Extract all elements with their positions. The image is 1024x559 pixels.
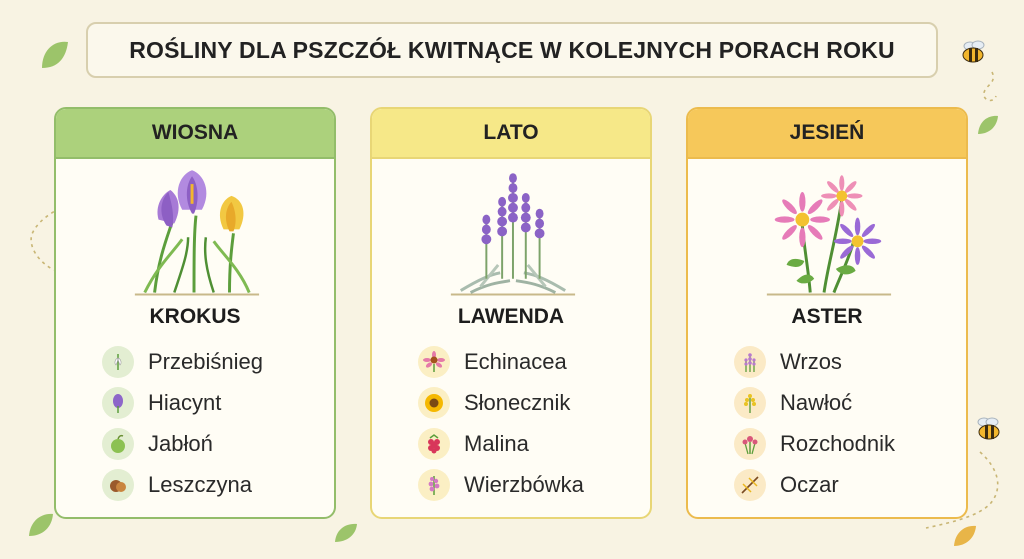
featured-plant: LAWENDA (457, 305, 565, 328)
featured-plant: KROKUS (149, 305, 241, 328)
plant-list: Echinacea Słonecznik Malina Wierzbówka (418, 341, 584, 505)
leaf-icon (978, 115, 998, 134)
leaf-icon (335, 523, 357, 542)
list-item: Słonecznik (418, 382, 584, 423)
lavender-illustration (450, 173, 576, 296)
heather-icon (734, 345, 766, 378)
plant-list: Przebiśnieg Hiacynt Jabłoń Leszczyna (102, 341, 263, 505)
list-item: Leszczyna (102, 464, 263, 505)
hazelnut-icon (102, 468, 134, 501)
bee-icon (925, 417, 1000, 529)
season-header: JESIEŃ (688, 109, 966, 159)
leaf-icon (29, 513, 53, 536)
aster-illustration (766, 175, 892, 296)
sunflower-icon (418, 386, 450, 419)
list-item: Oczar (734, 464, 895, 505)
raspberry-icon (418, 427, 450, 460)
coneflower-icon (418, 345, 450, 378)
hyacinth-icon (102, 386, 134, 419)
title-banner: ROŚLINY DLA PSZCZÓŁ KWITNĄCE W KOLEJNYCH… (86, 22, 938, 78)
witch-hazel-icon (734, 468, 766, 501)
sedum-icon (734, 427, 766, 460)
season-card-autumn: JESIEŃ (686, 107, 968, 519)
list-item: Rozchodnik (734, 423, 895, 464)
list-item: Echinacea (418, 341, 584, 382)
bee-icon (962, 40, 997, 102)
list-item: Jabłoń (102, 423, 263, 464)
season-card-spring: WIOSNA KROKUS Przebiśnieg Hiacynt (54, 107, 336, 519)
list-item: Przebiśnieg (102, 341, 263, 382)
season-card-summer: LATO LAWENDA Echinacea (370, 107, 652, 519)
snowdrop-icon (102, 345, 134, 378)
season-header: LATO (372, 109, 650, 159)
plant-list: Wrzos Nawłoć Rozchodnik Oczar (734, 341, 895, 505)
list-item: Malina (418, 423, 584, 464)
leaf-icon (954, 525, 976, 546)
featured-plant: ASTER (791, 305, 863, 328)
leaf-icon (42, 41, 68, 68)
list-item: Wrzos (734, 341, 895, 382)
goldenrod-icon (734, 386, 766, 419)
list-item: Hiacynt (102, 382, 263, 423)
fireweed-icon (418, 468, 450, 501)
list-item: Nawłoć (734, 382, 895, 423)
season-header: WIOSNA (56, 109, 334, 159)
crocus-illustration (134, 170, 260, 296)
apple-icon (102, 427, 134, 460)
page-title: ROŚLINY DLA PSZCZÓŁ KWITNĄCE W KOLEJNYCH… (129, 36, 895, 63)
list-item: Wierzbówka (418, 464, 584, 505)
